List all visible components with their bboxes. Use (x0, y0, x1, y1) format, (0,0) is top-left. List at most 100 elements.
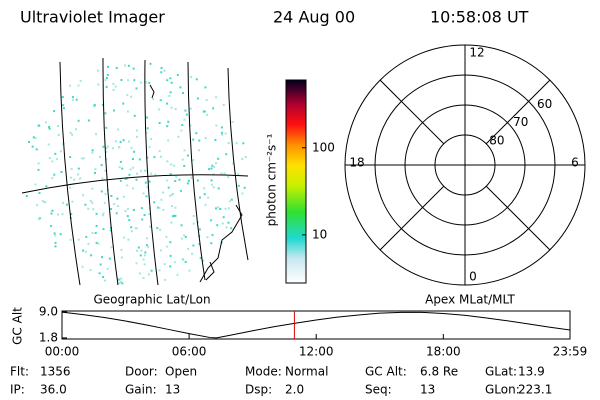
pixel (84, 250, 87, 253)
pixel (136, 249, 138, 252)
pixel (91, 201, 94, 204)
pixel (217, 187, 220, 190)
pixel (104, 279, 107, 282)
pixel (59, 233, 62, 236)
pixel (207, 196, 210, 199)
pixel (243, 186, 246, 189)
pixel (76, 173, 79, 176)
pixel (130, 95, 133, 98)
pixel (79, 79, 82, 82)
pixel (45, 185, 48, 188)
pixel (215, 162, 217, 165)
pixel (139, 254, 142, 257)
pixel (28, 140, 30, 143)
pixel (89, 269, 92, 272)
pixel (140, 249, 143, 252)
pixel (97, 83, 100, 86)
pixel (227, 142, 230, 144)
pixel (104, 169, 107, 172)
pixel (158, 122, 161, 124)
pixel (54, 241, 57, 244)
pixel (102, 276, 105, 278)
meridian (59, 61, 81, 286)
pixel (206, 113, 208, 116)
pixel (210, 167, 213, 170)
pixel (82, 194, 85, 197)
pixel (104, 193, 107, 196)
pixel (53, 110, 56, 113)
pixel (181, 158, 184, 161)
pixel (140, 207, 143, 210)
pixel (148, 180, 151, 183)
pixel (195, 132, 198, 135)
pixel (48, 126, 51, 128)
pixel (110, 195, 113, 197)
pixel (174, 214, 177, 217)
pixel (179, 86, 182, 89)
pixel (112, 82, 115, 85)
pixel (47, 143, 50, 146)
pixel (190, 176, 193, 179)
pixel (113, 109, 115, 112)
status-value: 6.8 Re (420, 365, 458, 379)
pixel (127, 79, 130, 82)
pixel (53, 232, 56, 235)
pixel (82, 157, 85, 160)
pixel (126, 93, 129, 96)
pixel (110, 246, 113, 249)
pixel (216, 224, 219, 227)
pixel (65, 203, 68, 206)
status-value: 13.9 (518, 365, 545, 379)
pixel (105, 150, 108, 153)
pixel (54, 152, 57, 155)
pixel (95, 212, 98, 215)
pixel (102, 145, 105, 148)
pixel (154, 173, 157, 176)
pixel (130, 226, 133, 229)
pixel (146, 244, 148, 247)
pixel (131, 158, 134, 160)
pixel (192, 244, 195, 247)
status-label: GLon: (485, 383, 520, 397)
pixel (192, 215, 195, 217)
pixel (120, 256, 123, 259)
pixel (142, 192, 145, 195)
pixel (237, 184, 240, 187)
pixel (25, 195, 28, 197)
pixel (144, 169, 147, 172)
pixel (124, 64, 126, 67)
pixel (32, 136, 35, 139)
y-tick-label: 9.0 (39, 305, 58, 319)
status-value: Normal (285, 365, 328, 379)
pixel (37, 218, 40, 221)
meridian (187, 61, 206, 281)
pixel (187, 179, 190, 182)
pixel (184, 235, 187, 238)
pixel (180, 224, 183, 227)
pixel (87, 119, 90, 122)
pixel (106, 145, 109, 148)
pixel (184, 261, 187, 263)
pixel (38, 192, 41, 194)
title: Ultraviolet Imager (20, 8, 165, 27)
pixel (128, 219, 131, 222)
y-tick-label: 1.8 (39, 330, 58, 344)
pixel (211, 234, 214, 237)
pixel (146, 156, 149, 159)
pixel (220, 131, 223, 134)
pixel (94, 232, 97, 234)
pixel (79, 177, 82, 180)
pixel (231, 120, 234, 123)
pixel (134, 227, 137, 230)
pixel (101, 103, 104, 106)
pixel (211, 164, 214, 167)
pixel (31, 145, 34, 148)
status-value: 13 (420, 383, 435, 397)
pixel (50, 225, 53, 228)
pixel (51, 160, 54, 163)
polar-spoke (485, 79, 551, 145)
pixel (127, 238, 130, 241)
pixel (217, 206, 220, 209)
pixel (160, 155, 162, 158)
pixel (95, 133, 97, 136)
